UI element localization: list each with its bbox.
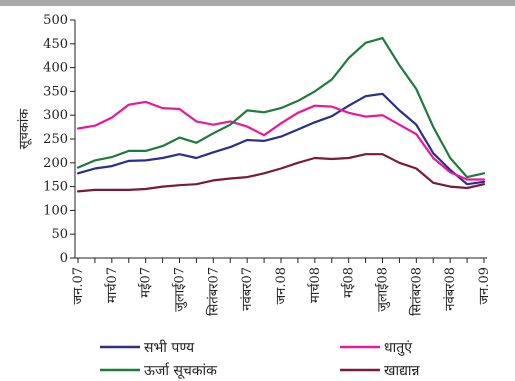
y-axis-label: सूचकांक — [17, 108, 32, 149]
y-tick-label: 450 — [43, 37, 68, 52]
x-tick-label: मई08 — [341, 267, 357, 298]
x-tick-label: मई07 — [138, 267, 154, 298]
y-tick-label: 250 — [43, 132, 68, 147]
x-tick-label: जन.09 — [477, 267, 492, 305]
y-tick-label: 500 — [43, 13, 68, 28]
y-tick-label: 200 — [43, 156, 68, 171]
x-tick-label: नवंबर08 — [443, 267, 458, 311]
y-tick-label: 400 — [43, 61, 68, 76]
series-line-2 — [76, 36, 486, 179]
x-tick-label: जुलाई07 — [172, 267, 188, 312]
x-tick-label: नवंबर07 — [240, 267, 255, 311]
y-tick-label: 0 — [60, 251, 68, 266]
y-tick-label: 100 — [43, 203, 68, 218]
x-tick-label: जन.08 — [274, 267, 289, 305]
series-line-3 — [76, 153, 486, 193]
y-tick-label: 50 — [51, 227, 68, 242]
legend-label-2: ऊर्जा सूचकांक — [144, 362, 217, 379]
x-tick-label: सितंबर07 — [205, 267, 221, 316]
x-tick-label: जन.07 — [71, 267, 86, 305]
y-tick-label: 300 — [43, 108, 68, 123]
series-line-0 — [76, 92, 486, 186]
y-tick-label: 350 — [43, 84, 68, 99]
x-tick-label: मार्च08 — [307, 267, 323, 303]
x-tick-label: मार्च07 — [104, 267, 120, 303]
series-line-1 — [76, 100, 486, 181]
y-tick-label: 150 — [43, 180, 68, 195]
legend-label-3: खाद्यान्न — [384, 363, 421, 379]
x-tick-label: जुलाई08 — [375, 267, 391, 312]
x-tick-label: सितंबर08 — [408, 267, 424, 316]
legend-label-1: धातुएं — [384, 340, 412, 356]
legend-label-0: सभी पण्य — [144, 339, 195, 356]
top-bar — [0, 0, 515, 6]
